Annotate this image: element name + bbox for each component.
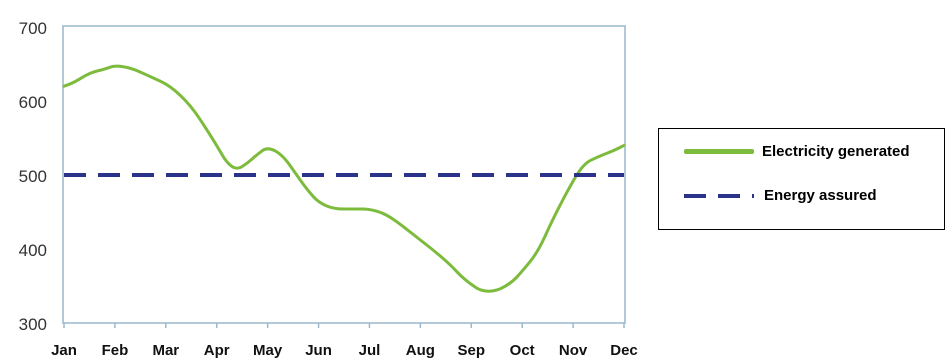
x-tick-label: Jun (305, 342, 332, 359)
y-tick-label: 400 (19, 241, 47, 260)
x-tick-label: Aug (406, 342, 435, 359)
electricity-generated-line (62, 64, 626, 293)
x-axis-ticks (63, 323, 625, 328)
x-tick-label: Oct (510, 342, 535, 359)
legend-swatch-solid (684, 149, 754, 154)
legend: Electricity generated Energy assured (658, 128, 945, 230)
legend-item-electricity-generated: Electricity generated (659, 143, 910, 160)
y-tick-label: 500 (19, 167, 47, 186)
y-tick-label: 300 (19, 315, 47, 334)
x-tick-label: Sep (458, 342, 486, 359)
legend-item-energy-assured: Energy assured (659, 187, 877, 204)
legend-label: Electricity generated (762, 143, 910, 160)
x-tick-label: Jul (359, 342, 381, 359)
x-tick-label: Apr (204, 342, 230, 359)
x-tick-label: May (253, 342, 283, 359)
x-tick-label: Mar (152, 342, 179, 359)
x-tick-label: Feb (102, 342, 129, 359)
y-tick-label: 700 (19, 19, 47, 38)
legend-label: Energy assured (764, 187, 877, 204)
x-tick-label: Nov (559, 342, 588, 359)
y-tick-label: 600 (19, 93, 47, 112)
legend-swatch-dashed (684, 193, 754, 198)
x-tick-label: Dec (610, 342, 638, 359)
x-axis-labels: Jan Feb Mar Apr May Jun Jul Aug Sep Oct … (51, 342, 638, 359)
y-axis-ticks: 700 600 500 400 300 (19, 19, 47, 334)
x-tick-label: Jan (51, 342, 77, 359)
